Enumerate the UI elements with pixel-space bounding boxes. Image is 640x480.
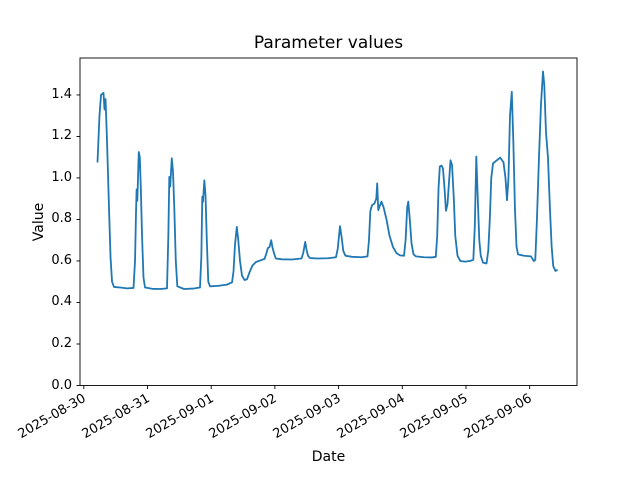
y-tick-label: 1.2	[51, 128, 72, 144]
chart-title: Parameter values	[253, 33, 404, 53]
y-tick-label: 0.8	[51, 211, 72, 227]
y-tick-label: 1.4	[51, 86, 72, 102]
tick-marks	[76, 94, 531, 389]
data-line	[96, 70, 558, 290]
y-tick-label: 0.2	[51, 335, 72, 351]
y-tick-label: 0.4	[51, 294, 72, 310]
y-tick-label: 0.0	[51, 377, 72, 393]
plot-frame	[79, 57, 578, 386]
y-tick-label: 1.0	[51, 169, 72, 185]
y-tick-label: 0.6	[51, 252, 72, 268]
x-axis-label: Date	[311, 449, 346, 465]
